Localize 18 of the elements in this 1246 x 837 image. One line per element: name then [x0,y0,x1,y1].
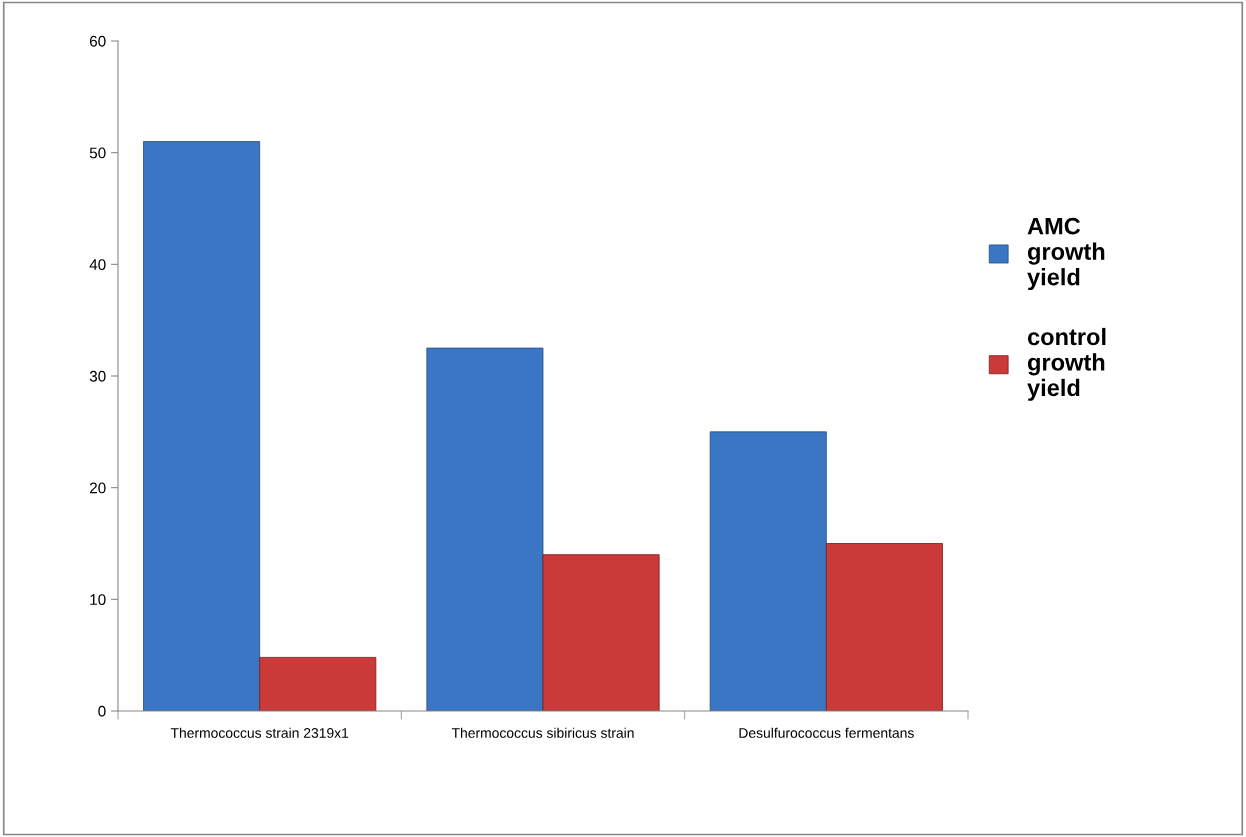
bar [542,554,660,711]
y-tick-label: 20 [89,482,106,494]
y-tick-label: 30 [89,370,106,382]
bar [709,431,827,711]
y-tick-label: 50 [89,147,106,159]
bar [143,141,261,711]
bar [426,347,544,711]
bar [825,543,943,711]
y-tick-label: 0 [98,705,106,717]
x-tick-label: Thermococcus sibiricus strain [451,727,634,738]
y-tick-label: 10 [90,594,106,606]
x-tick-label: Desulfurococcus fermentans [739,727,914,738]
y-tick-label: 60 [89,35,106,47]
x-tick-label: Thermococcus strain 2319x1 [170,727,349,738]
legend-label: AMC growth yield [1027,217,1105,291]
legend-label: control growth yield [1027,327,1106,401]
bar [259,656,377,711]
y-tick-label: 40 [89,259,106,271]
